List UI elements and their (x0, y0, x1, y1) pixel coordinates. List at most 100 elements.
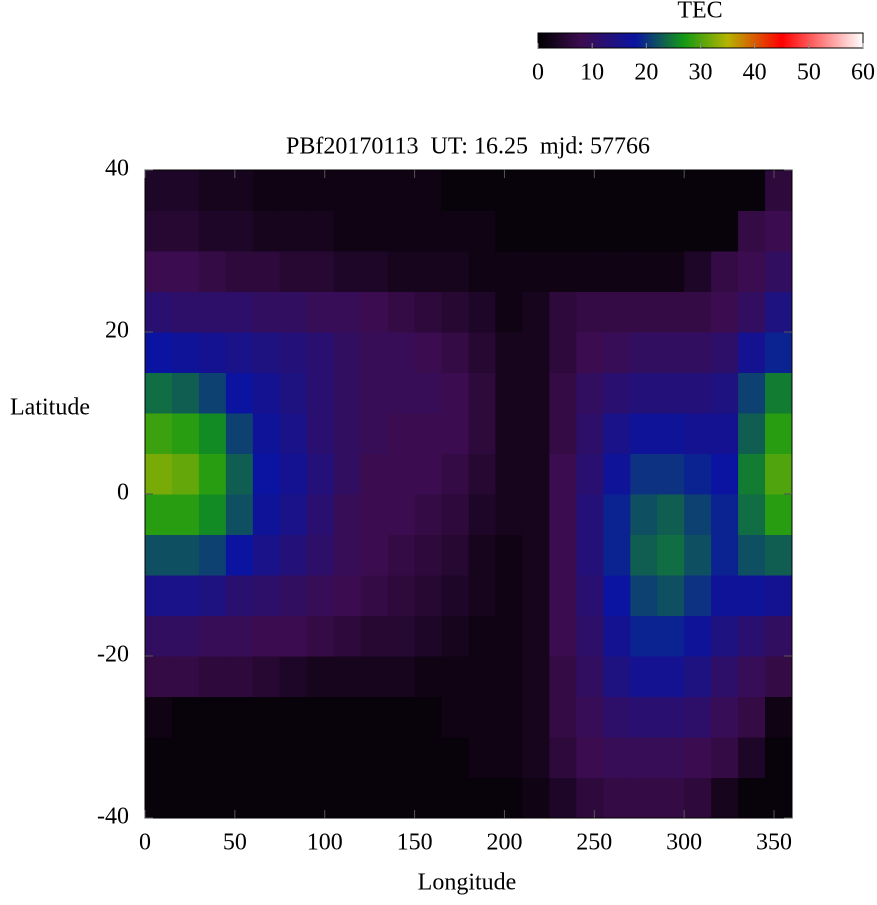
x-axis-label: Longitude (418, 870, 517, 896)
y-tick-label: -40 (97, 804, 129, 830)
heatmap-cell (495, 170, 523, 211)
heatmap-cell (252, 696, 281, 738)
heatmap-cell (171, 737, 200, 778)
heatmap-cell (468, 210, 496, 252)
heatmap-cell (414, 656, 443, 697)
heatmap-cell (576, 534, 604, 576)
heatmap-cell (495, 291, 523, 333)
heatmap-cell (414, 251, 443, 292)
heatmap-cell (171, 575, 200, 616)
colorbar-tick-label: 40 (743, 60, 767, 86)
heatmap-cell (225, 534, 254, 576)
heatmap-cell (684, 534, 712, 576)
heatmap-cell (279, 251, 308, 292)
heatmap-cell (198, 737, 227, 778)
heatmap-cell (495, 615, 523, 657)
heatmap-cell (171, 332, 200, 373)
heatmap-cell (684, 575, 712, 616)
heatmap-cell (630, 332, 658, 373)
heatmap-cell (711, 332, 739, 373)
heatmap-cell (711, 615, 739, 657)
heatmap-cell (279, 453, 308, 495)
heatmap-cell (630, 170, 658, 211)
heatmap-cell (576, 210, 604, 252)
heatmap-cell (145, 615, 173, 657)
heatmap-cell (684, 291, 712, 333)
heatmap-cell (171, 777, 200, 819)
heatmap-cell (576, 453, 604, 495)
heatmap-cell (630, 494, 658, 535)
heatmap-cell (387, 777, 416, 819)
heatmap-cell (549, 534, 577, 576)
heatmap-cell (145, 332, 173, 373)
heatmap-cell (522, 170, 550, 211)
heatmap-cell (549, 332, 577, 373)
heatmap-cell (414, 372, 443, 414)
heatmap-cell (414, 615, 443, 657)
heatmap-cell (684, 453, 712, 495)
heatmap-cell (171, 534, 200, 576)
heatmap-cell (603, 737, 631, 778)
heatmap-cell (522, 737, 550, 778)
heatmap-cell (576, 656, 604, 697)
heatmap-cell (576, 170, 604, 211)
heatmap-cell (630, 656, 658, 697)
heatmap-cell (738, 251, 766, 292)
x-tick-label: 150 (397, 830, 433, 856)
heatmap-cell (387, 210, 416, 252)
heatmap-cell (360, 372, 389, 414)
heatmap-cell (360, 170, 389, 211)
heatmap-cell (441, 777, 469, 819)
colorbar-tick-label: 50 (797, 60, 821, 86)
heatmap-cell (360, 534, 389, 576)
heatmap-cell (333, 494, 362, 535)
heatmap-cell (657, 777, 685, 819)
heatmap-cell (306, 453, 335, 495)
y-tick-label: -20 (97, 642, 129, 668)
heatmap-cell (549, 494, 577, 535)
heatmap-cell (684, 372, 712, 414)
heatmap-cell (441, 291, 469, 333)
heatmap-cell (414, 291, 443, 333)
heatmap-cell (657, 656, 685, 697)
heatmap-cell (549, 170, 577, 211)
heatmap-cell (522, 210, 550, 252)
heatmap-cell (711, 737, 739, 778)
heatmap-cell (333, 332, 362, 373)
heatmap-cell (738, 575, 766, 616)
heatmap-cell (657, 696, 685, 738)
heatmap-cell (225, 372, 254, 414)
heatmap-cell (252, 615, 281, 657)
heatmap-cell (441, 413, 469, 454)
heatmap-cell (333, 737, 362, 778)
heatmap-cell (441, 170, 469, 211)
heatmap-cell (198, 251, 227, 292)
heatmap-cell (333, 656, 362, 697)
heatmap-cell (576, 291, 604, 333)
heatmap-cell (765, 534, 793, 576)
heatmap-cell (765, 494, 793, 535)
heatmap-cell (225, 575, 254, 616)
heatmap-cell (441, 494, 469, 535)
heatmap-cell (738, 494, 766, 535)
heatmap-cell (522, 534, 550, 576)
heatmap-cell (522, 696, 550, 738)
heatmap-cell (441, 372, 469, 414)
heatmap-cell (765, 291, 793, 333)
heatmap-cell (711, 372, 739, 414)
heatmap-cell (279, 291, 308, 333)
heatmap-cell (738, 737, 766, 778)
heatmap-cell (630, 777, 658, 819)
heatmap-cell (225, 251, 254, 292)
heatmap-cell (252, 291, 281, 333)
heatmap-cell (360, 291, 389, 333)
heatmap-cell (414, 696, 443, 738)
heatmap-cell (495, 575, 523, 616)
heatmap-cell (252, 413, 281, 454)
heatmap-cell (198, 170, 227, 211)
heatmap-cell (603, 291, 631, 333)
heatmap-cell (333, 453, 362, 495)
heatmap-cell (225, 656, 254, 697)
heatmap-cell (441, 615, 469, 657)
heatmap-cell (576, 494, 604, 535)
